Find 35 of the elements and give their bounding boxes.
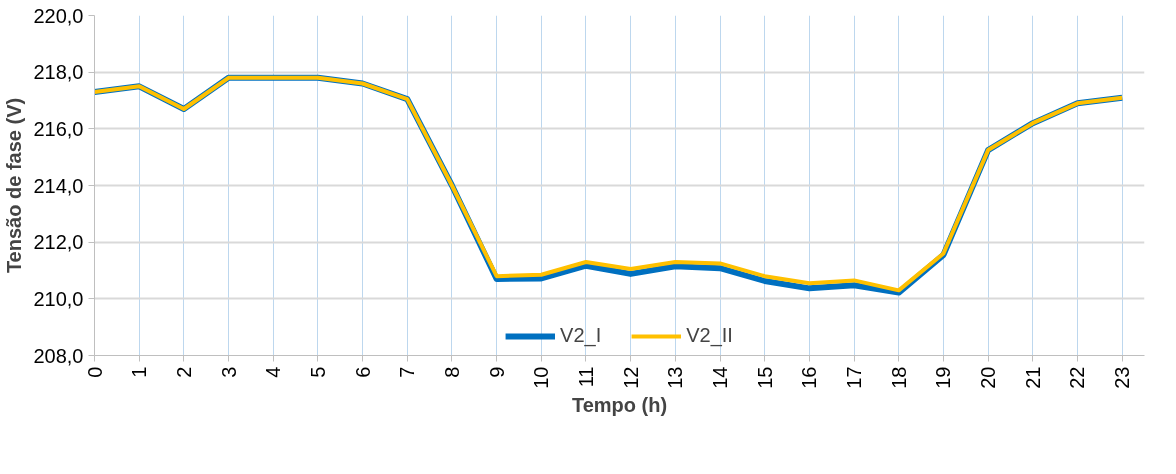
x-tick-label: 6 bbox=[351, 366, 374, 378]
x-tick-label: 5 bbox=[306, 366, 329, 378]
legend-label: V2_II bbox=[686, 324, 733, 347]
x-tick-label: 3 bbox=[217, 366, 240, 378]
y-tick-label: 208,0 bbox=[33, 344, 84, 367]
x-tick-label: 21 bbox=[1021, 366, 1044, 389]
y-tick-label: 212,0 bbox=[33, 231, 84, 254]
x-tick-label: 11 bbox=[574, 366, 597, 388]
x-tick-label: 23 bbox=[1111, 366, 1134, 389]
x-tick-label: 16 bbox=[798, 366, 821, 389]
y-tick-label: 218,0 bbox=[33, 61, 84, 84]
x-tick-label: 0 bbox=[83, 366, 106, 378]
y-tick-label: 216,0 bbox=[33, 117, 84, 140]
y-tick-label: 210,0 bbox=[33, 287, 84, 310]
x-tick-label: 17 bbox=[843, 366, 866, 389]
x-tick-label: 14 bbox=[709, 366, 732, 389]
x-tick-label: 22 bbox=[1066, 366, 1089, 389]
x-tick-label: 8 bbox=[440, 366, 463, 378]
x-tick-label: 2 bbox=[172, 366, 195, 378]
y-tick-label: 214,0 bbox=[33, 174, 84, 197]
x-tick-label: 12 bbox=[619, 366, 642, 389]
x-tick-label: 4 bbox=[262, 366, 285, 378]
x-tick-label: 9 bbox=[485, 366, 508, 378]
x-tick-label: 20 bbox=[977, 366, 1000, 389]
x-tick-label: 19 bbox=[932, 366, 955, 389]
x-tick-label: 1 bbox=[128, 366, 151, 378]
x-axis-title: Tempo (h) bbox=[571, 393, 668, 416]
x-tick-label: 7 bbox=[396, 366, 419, 378]
legend-label: V2_I bbox=[560, 324, 602, 347]
x-tick-label: 15 bbox=[753, 366, 776, 389]
x-tick-label: 10 bbox=[530, 366, 553, 389]
y-axis-title: Tensão de fase (V) bbox=[3, 97, 26, 274]
x-tick-label: 13 bbox=[664, 366, 687, 389]
x-tick-label: 18 bbox=[887, 366, 910, 389]
y-tick-label: 220,0 bbox=[33, 4, 84, 27]
